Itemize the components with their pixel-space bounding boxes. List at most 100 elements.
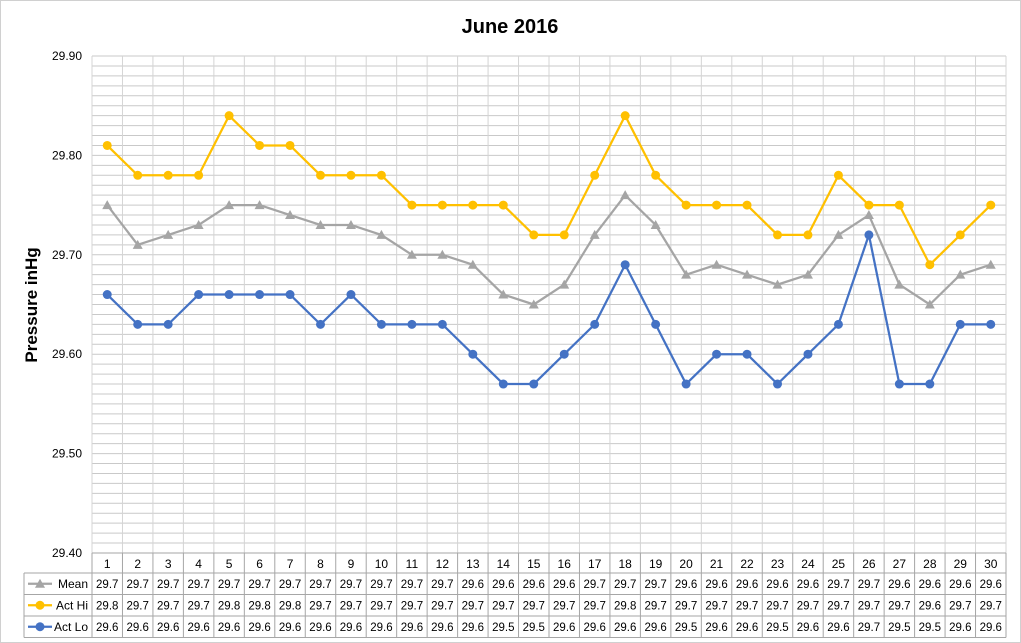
x-tick-label: 9 <box>348 557 355 571</box>
point-act-hi <box>437 200 447 210</box>
point-act-hi <box>316 170 325 180</box>
point-mean <box>559 279 570 289</box>
point-act-lo <box>742 349 752 359</box>
table-cell-mean: 29.7 <box>187 579 209 591</box>
table-cell-act-lo: 29.6 <box>187 622 209 634</box>
legend-label-mean: Mean <box>58 577 88 591</box>
point-act-hi <box>894 200 904 210</box>
table-cell-act-hi: 29.7 <box>705 600 727 612</box>
x-tick-label: 19 <box>649 557 663 571</box>
point-act-lo <box>102 290 112 300</box>
table-cell-act-hi: 29.7 <box>736 600 758 612</box>
point-mean <box>315 219 326 229</box>
point-act-lo <box>681 379 691 389</box>
x-tick-label: 4 <box>195 557 202 571</box>
point-act-hi <box>651 170 661 180</box>
series-line-mean <box>106 194 992 306</box>
table-cell-act-hi: 29.7 <box>431 600 453 612</box>
table-cell-act-lo: 29.6 <box>584 622 606 634</box>
table-cell-act-lo: 29.6 <box>218 622 240 634</box>
point-act-lo <box>468 349 478 359</box>
legend-label-act-hi: Act Hi <box>56 598 88 612</box>
x-tick-label: 23 <box>771 557 785 571</box>
point-act-lo <box>864 230 874 240</box>
point-act-hi <box>925 260 935 270</box>
table-cell-mean: 29.7 <box>827 579 849 591</box>
point-mean <box>589 229 600 239</box>
point-mean <box>924 299 935 309</box>
point-act-hi <box>742 200 752 210</box>
x-tick-label: 27 <box>893 557 907 571</box>
table-cell-act-lo: 29.6 <box>340 622 362 634</box>
table-cell-act-hi: 29.7 <box>980 600 1002 612</box>
table-cell-mean: 29.6 <box>705 579 727 591</box>
table-cell-act-lo: 29.5 <box>766 622 788 634</box>
table-cell-act-hi: 29.7 <box>766 600 788 612</box>
table-cell-mean: 29.7 <box>370 579 392 591</box>
table-cell-act-lo: 29.6 <box>949 622 971 634</box>
table-cell-mean: 29.6 <box>523 579 545 591</box>
table-cell-act-lo: 29.6 <box>127 622 149 634</box>
x-tick-label: 24 <box>801 557 815 571</box>
point-mean <box>437 249 448 259</box>
y-tick-label: 29.80 <box>52 148 82 162</box>
point-act-lo <box>133 319 143 329</box>
x-tick-label: 21 <box>710 557 724 571</box>
table-cell-act-hi: 29.7 <box>949 600 971 612</box>
point-act-lo <box>833 319 843 329</box>
point-act-lo <box>651 319 661 329</box>
point-mean <box>772 279 783 289</box>
x-tick-label: 22 <box>740 557 754 571</box>
table-cell-mean: 29.7 <box>584 579 606 591</box>
point-mean <box>132 239 143 249</box>
table-cell-act-lo: 29.6 <box>370 622 392 634</box>
point-mean <box>467 259 478 269</box>
table-cell-mean: 29.7 <box>218 579 240 591</box>
x-tick-label: 7 <box>287 557 294 571</box>
table-cell-mean: 29.7 <box>431 579 453 591</box>
point-mean <box>102 200 113 210</box>
table-cell-act-hi: 29.7 <box>157 600 179 612</box>
table-cell-act-lo: 29.6 <box>736 622 758 634</box>
y-tick-label: 29.90 <box>52 49 82 63</box>
table-cell-mean: 29.7 <box>309 579 331 591</box>
point-mean <box>285 210 296 220</box>
table-cell-mean: 29.7 <box>340 579 362 591</box>
table-cell-mean: 29.7 <box>401 579 423 591</box>
point-act-lo <box>316 319 325 329</box>
point-mean <box>650 219 661 229</box>
table-cell-act-lo: 29.6 <box>431 622 453 634</box>
x-tick-label: 3 <box>165 557 172 571</box>
table-cell-mean: 29.7 <box>614 579 636 591</box>
point-act-lo <box>955 319 965 329</box>
table-cell-act-hi: 29.6 <box>919 600 941 612</box>
point-act-hi <box>712 200 722 210</box>
table-cell-act-lo: 29.5 <box>523 622 545 634</box>
y-tick-label: 29.60 <box>52 347 82 361</box>
table-cell-act-lo: 29.6 <box>553 622 575 634</box>
table-cell-mean: 29.6 <box>462 579 484 591</box>
table-cell-act-hi: 29.7 <box>462 600 484 612</box>
point-act-lo <box>894 379 904 389</box>
point-act-hi <box>681 200 691 210</box>
table-cell-act-lo: 29.6 <box>279 622 301 634</box>
series-lines <box>102 111 996 389</box>
point-act-hi <box>407 200 417 210</box>
table-cell-act-hi: 29.7 <box>492 600 514 612</box>
point-act-hi <box>224 111 234 121</box>
point-mean <box>193 219 204 229</box>
table-cell-act-lo: 29.6 <box>980 622 1002 634</box>
gridlines <box>91 55 1007 554</box>
point-act-hi <box>620 111 630 121</box>
table-cell-act-hi: 29.7 <box>340 600 362 612</box>
x-tick-label: 28 <box>923 557 937 571</box>
point-act-lo <box>194 290 204 300</box>
y-tick-label: 29.40 <box>52 546 82 560</box>
point-mean <box>163 229 174 239</box>
point-act-hi <box>803 230 813 240</box>
table-cell-mean: 29.6 <box>766 579 788 591</box>
point-mean <box>863 210 874 220</box>
point-act-lo <box>590 319 600 329</box>
table-cell-act-hi: 29.7 <box>187 600 209 612</box>
